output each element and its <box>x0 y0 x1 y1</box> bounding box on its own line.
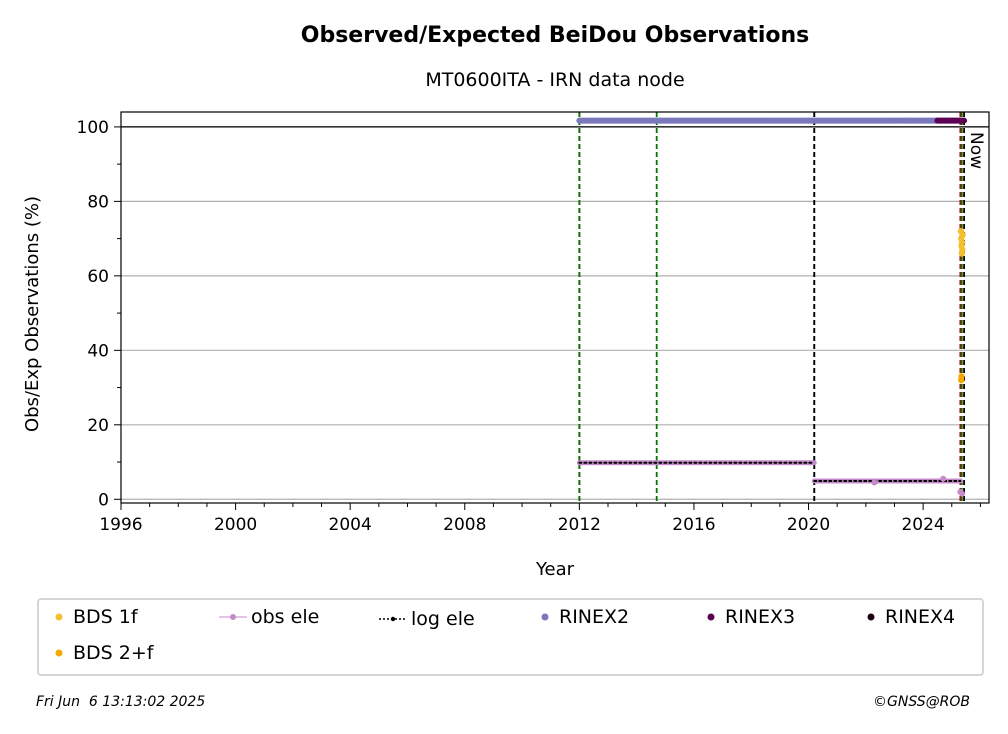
x-tick-label-1: 2000 <box>214 515 257 535</box>
extra-point-3 <box>871 479 878 486</box>
y-axis-label: Obs/Exp Observations (%) <box>22 196 43 432</box>
legend-label-rinex3: RINEX3 <box>725 606 796 628</box>
plot-frame <box>120 111 990 504</box>
legend-label-bds-2-f: BDS 2+f <box>73 642 154 664</box>
legend-marker-bds-1f <box>55 613 63 621</box>
legend-item-bds-1f: BDS 1f <box>49 606 138 628</box>
chart-title: Observed/Expected BeiDou Observations <box>301 23 810 48</box>
x-tick-label-0: 1996 <box>99 515 142 535</box>
series-bds-2-f-point-1 <box>958 373 965 380</box>
legend-item-log-ele: log ele <box>379 608 475 630</box>
extra-point-1 <box>959 490 966 497</box>
series-bds-1f-point-6 <box>959 231 966 239</box>
legend-marker-rinex3 <box>707 613 715 621</box>
y-tick-label-2: 40 <box>87 341 109 361</box>
series-bds-1f-point-4 <box>958 239 966 246</box>
now-label: Now <box>966 132 986 169</box>
legend-label-rinex4: RINEX4 <box>885 606 956 628</box>
extra-point-2 <box>940 475 947 482</box>
y-tick-label-1: 20 <box>87 416 109 436</box>
series-bds-1f-point-5 <box>959 246 966 253</box>
x-tick-label-4: 2012 <box>558 515 601 535</box>
data-marks <box>576 117 968 497</box>
legend: BDS 1f obs ele log ele RINEX2 RINEX3 RINEX4 BD… <box>37 598 984 676</box>
legend-marker-bds-2-f <box>55 649 63 657</box>
vertical-lines <box>578 112 965 503</box>
chart: Observed/Expected BeiDou Observations MT… <box>22 23 990 580</box>
x-ticks: 1996 2000 2004 2008 2012 2016 2020 2024 <box>99 503 981 535</box>
legend-marker-rinex4 <box>867 613 875 621</box>
legend-label-bds-1f: BDS 1f <box>73 606 138 628</box>
legend-marker-log-ele <box>379 616 407 622</box>
chart-subtitle: MT0600ITA - IRN data node <box>425 69 684 91</box>
legend-marker-rinex2 <box>541 613 549 621</box>
y-tick-label-0: 0 <box>98 490 109 510</box>
legend-label-rinex2: RINEX2 <box>559 606 630 628</box>
legend-item-bds-2-f: BDS 2+f <box>49 642 153 664</box>
legend-label-log-ele: log ele <box>411 608 475 630</box>
x-tick-label-6: 2020 <box>787 515 830 535</box>
legend-item-rinex4: RINEX4 <box>861 606 955 628</box>
x-tick-label-5: 2016 <box>672 515 715 535</box>
x-tick-label-3: 2008 <box>443 515 486 535</box>
footer-credit: ©GNSS@ROB <box>873 694 970 710</box>
legend-label-obs-ele: obs ele <box>251 606 320 628</box>
grid <box>121 126 989 500</box>
legend-marker-obs-ele <box>219 614 247 620</box>
legend-item-rinex3: RINEX3 <box>701 606 795 628</box>
legend-item-rinex2: RINEX2 <box>535 606 629 628</box>
x-axis-label: Year <box>535 559 575 580</box>
x-tick-label-2: 2004 <box>329 515 372 535</box>
y-ticks: 0 20 40 60 80 100 <box>77 118 121 510</box>
y-tick-label-3: 60 <box>87 267 109 287</box>
x-tick-label-7: 2024 <box>901 515 944 535</box>
legend-item-obs-ele: obs ele <box>219 606 319 628</box>
y-tick-label-5: 100 <box>77 118 109 138</box>
footer-timestamp: Fri Jun 6 13:13:02 2025 <box>36 694 206 710</box>
y-tick-label-4: 80 <box>87 192 109 212</box>
